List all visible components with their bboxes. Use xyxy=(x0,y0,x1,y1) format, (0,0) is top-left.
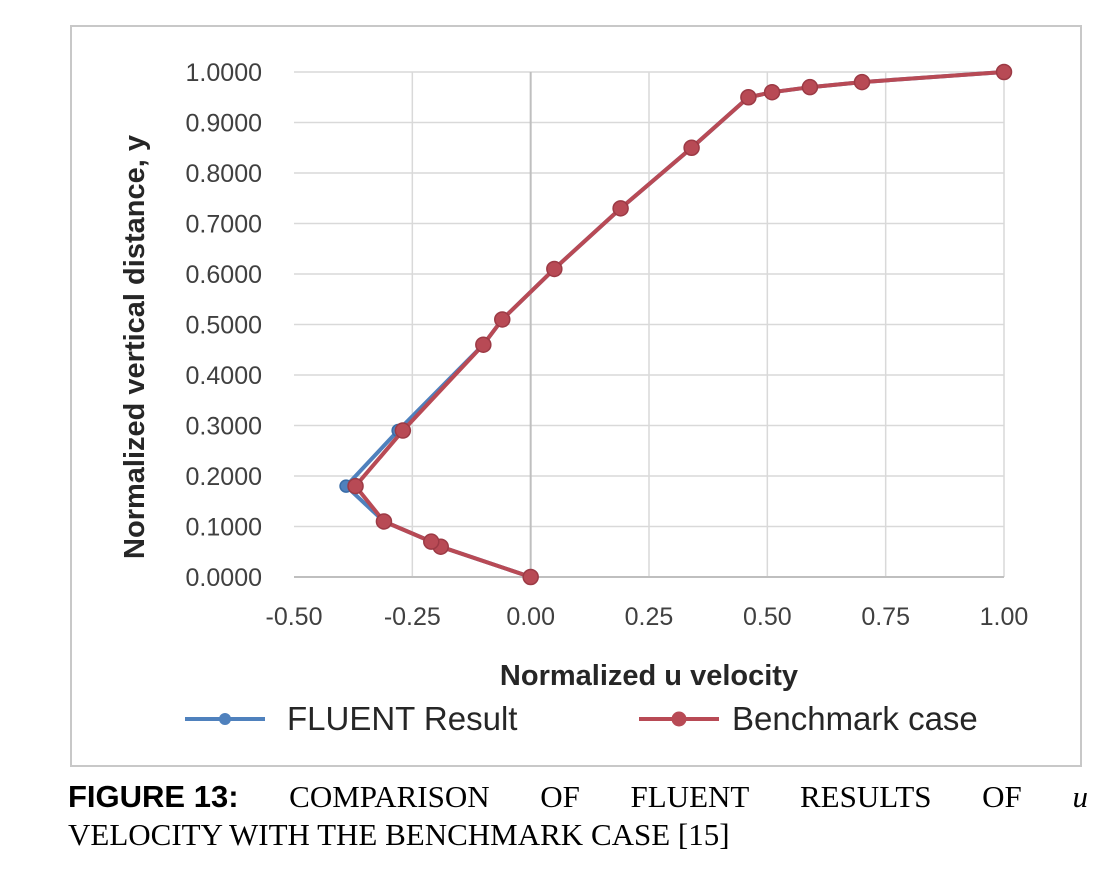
caption-word: FLUENT xyxy=(630,779,750,814)
x-tick-label: 0.25 xyxy=(625,603,674,631)
caption-label: FIGURE 13: xyxy=(68,779,239,814)
x-tick-label: 0.00 xyxy=(506,603,555,631)
data-point xyxy=(546,260,563,278)
caption-word: OF xyxy=(540,779,580,814)
data-point xyxy=(394,422,412,439)
caption-variable: u xyxy=(1072,779,1088,814)
y-tick-label: 0.1000 xyxy=(186,514,262,542)
x-tick-label: -0.50 xyxy=(266,603,323,631)
x-tick-label: 0.75 xyxy=(861,603,910,631)
caption-line-1: FIGURE 13: COMPARISON OF FLUENT RESULTS … xyxy=(68,778,1088,816)
chart-svg: 0.0000 0.1000 0.2000 0.3000 0.4000 0.5000 0.60… xyxy=(119,59,1029,737)
data-point xyxy=(612,200,629,217)
data-point xyxy=(494,311,511,328)
legend-marker-1 xyxy=(671,711,687,727)
x-tick-label: -0.25 xyxy=(384,603,441,631)
data-point xyxy=(475,336,492,353)
ticks: 0.0000 0.1000 0.2000 0.3000 0.4000 0.5000 0.60… xyxy=(186,59,1029,631)
data-point xyxy=(522,568,539,586)
data-point xyxy=(375,513,393,530)
axes xyxy=(294,72,1004,578)
x-tick-label: 1.00 xyxy=(980,603,1029,631)
legend: FLUENT Result Benchmark case xyxy=(185,700,978,737)
y-axis-title: Normalized vertical distance, y xyxy=(119,135,151,559)
y-tick-label: 0.4000 xyxy=(186,362,262,390)
y-tick-label: 0.7000 xyxy=(186,211,262,239)
x-axis-title: Normalized u velocity xyxy=(500,660,798,692)
y-tick-label: 0.6000 xyxy=(186,261,262,289)
data-point xyxy=(683,139,700,156)
y-tick-label: 0.0000 xyxy=(186,564,262,592)
x-tick-label: 0.50 xyxy=(743,603,792,631)
caption-word: OF xyxy=(982,779,1022,814)
y-tick-label: 1.0000 xyxy=(186,59,262,87)
series-layer xyxy=(339,63,1013,586)
y-tick-label: 0.8000 xyxy=(186,160,262,188)
y-tick-label: 0.5000 xyxy=(186,312,262,340)
data-point xyxy=(423,533,440,550)
data-point xyxy=(763,83,781,101)
y-tick-label: 0.3000 xyxy=(186,413,262,441)
caption-line-2: VELOCITY WITH THE BENCHMARK CASE [15] xyxy=(68,817,730,852)
legend-label-0: FLUENT Result xyxy=(287,700,517,737)
figure-caption: FIGURE 13: COMPARISON OF FLUENT RESULTS … xyxy=(68,778,1088,854)
y-tick-label: 0.2000 xyxy=(186,463,262,491)
grid xyxy=(294,71,1005,577)
y-tick-label: 0.9000 xyxy=(186,110,262,138)
data-point xyxy=(801,78,819,96)
data-point xyxy=(995,63,1013,81)
legend-marker-0 xyxy=(219,713,231,725)
chart-frame: 0.0000 0.1000 0.2000 0.3000 0.4000 0.5000 0.60… xyxy=(70,25,1082,767)
caption-word: RESULTS xyxy=(800,779,932,814)
data-point xyxy=(740,89,757,106)
data-point xyxy=(347,477,364,495)
legend-label-1: Benchmark case xyxy=(732,700,978,737)
data-point xyxy=(853,73,871,91)
series-line-1 xyxy=(353,70,1005,579)
caption-word: COMPARISON xyxy=(289,779,490,814)
